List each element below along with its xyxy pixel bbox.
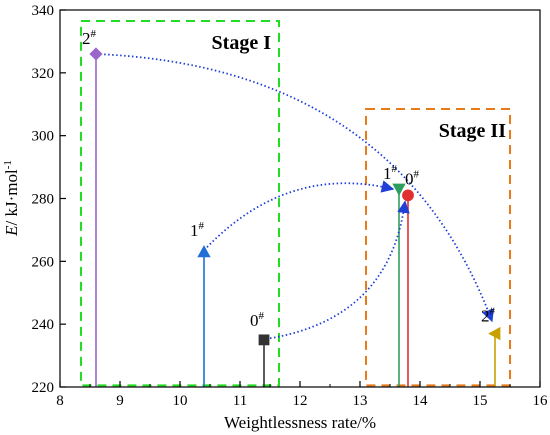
stage2-0-label-sup: #	[414, 168, 420, 180]
y-tick-label-260: 260	[32, 254, 55, 270]
x-tick-label-8: 8	[56, 393, 64, 409]
y-tick-label-320: 320	[32, 66, 55, 82]
stage2-2-marker	[488, 326, 501, 341]
stage1-2-marker	[89, 47, 103, 61]
x-tick-label-12: 12	[293, 393, 308, 409]
stage2-0-marker	[402, 189, 414, 202]
arrows-layer	[95, 53, 494, 340]
stage2-1-marker	[392, 183, 406, 196]
arrow-1	[206, 180, 395, 248]
y-axis-title: E/ kJ·mol-1	[2, 160, 21, 237]
y-axis-title-sup: -1	[2, 160, 14, 169]
stage1-1-marker	[197, 245, 211, 258]
stage1-0-marker	[258, 334, 270, 346]
stage2-1-label-sup: #	[392, 163, 398, 175]
y-axis-title-unit: / kJ·mol	[2, 169, 21, 225]
stage1-2-label-sup: #	[91, 28, 97, 40]
arrow-0	[269, 200, 410, 340]
x-tick-label-13: 13	[353, 393, 368, 409]
y-tick-label-240: 240	[32, 317, 55, 333]
stage-1-label: Stage I	[212, 32, 272, 54]
x-tick-label-16: 16	[533, 393, 549, 409]
arrow-2	[95, 53, 494, 323]
markers-layer	[89, 47, 501, 346]
y-tick-label-280: 280	[32, 192, 55, 208]
stage-2-label: Stage II	[439, 120, 506, 142]
plot-area	[60, 10, 540, 387]
y-tick-label-220: 220	[32, 380, 55, 396]
stage2-2-label-sup: #	[490, 306, 496, 318]
x-tick-label-11: 11	[233, 393, 247, 409]
stems-layer	[95, 53, 496, 387]
x-tick-label-9: 9	[116, 393, 124, 409]
y-tick-label-340: 340	[32, 3, 55, 19]
x-tick-label-10: 10	[173, 393, 188, 409]
ticks-layer: 8 9 10 11 12 13 14 15 16 220 240 260 280 300 320 340	[32, 3, 549, 409]
stage1-1-label-sup: #	[199, 220, 205, 232]
y-tick-label-300: 300	[32, 129, 55, 145]
y-axis-title-symbol: E	[2, 225, 21, 237]
x-axis-title: Weightlessness rate/%	[224, 413, 376, 432]
stage1-0-label-sup: #	[259, 310, 265, 322]
x-tick-label-14: 14	[413, 393, 429, 409]
x-tick-label-15: 15	[473, 393, 488, 409]
